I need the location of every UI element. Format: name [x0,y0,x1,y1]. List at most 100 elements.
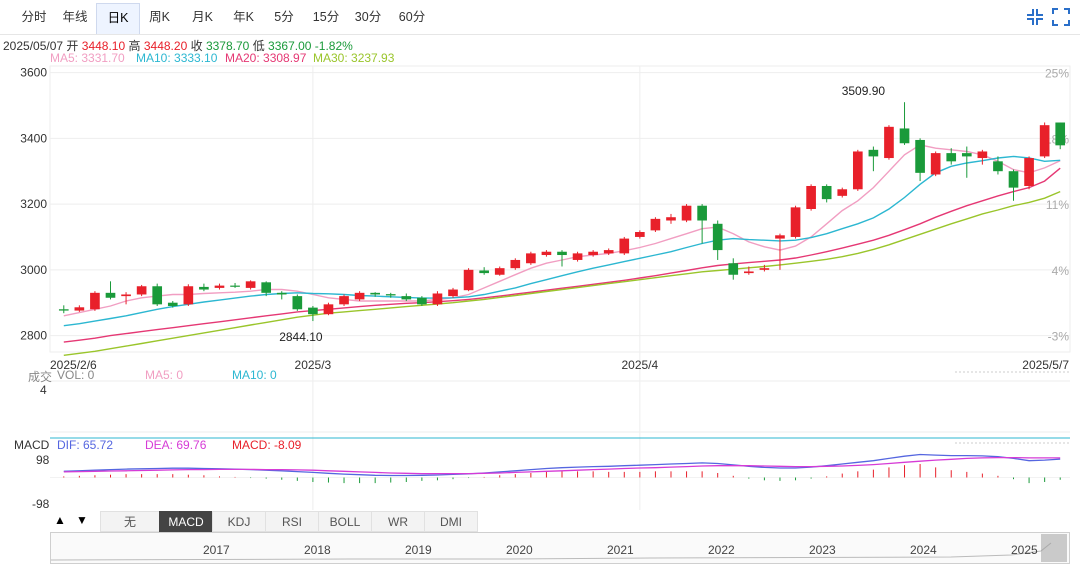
tab-1[interactable]: 年线 [62,10,88,24]
candle-body [541,251,552,256]
candle [697,204,707,244]
candle [837,187,848,198]
candle [899,102,910,145]
macd-legend-item: DEA: 69.76 [145,438,207,452]
candle [681,204,692,223]
indicator-tab-2[interactable]: KDJ [212,511,266,532]
candle-body [930,153,941,175]
candle [90,291,100,311]
ma-legend-item: MA5: 3331.70 [50,51,125,65]
pct-tick-label: 4% [1052,264,1070,278]
candle [136,284,147,297]
candle [463,268,474,292]
nav-year: 2020 [506,543,533,557]
arrow-up-button[interactable]: ▲ [54,513,66,527]
macd-legend-item: DIF: 65.72 [57,438,114,452]
candle-body [806,185,816,209]
tab-8[interactable]: 30分 [354,10,382,24]
candle [821,184,832,203]
vol-legend-item: MA10: 0 [232,368,277,382]
candle-body [199,286,209,290]
extreme-annotation: 2844.10 [279,330,323,344]
ohlc-change: -1.82% [314,39,353,53]
tab-6[interactable]: 5分 [274,10,294,24]
candle [292,294,303,311]
macd-tick-top: 98 [36,453,50,467]
tab-5[interactable]: 年K [233,10,254,24]
vol-legend-item: VOL: 0 [57,368,95,382]
candle [308,305,318,322]
candle [977,149,988,165]
candle-body [744,271,754,274]
candle-body [712,223,723,251]
candle-body [837,189,848,196]
candle-body [1055,122,1066,146]
candle [510,258,521,270]
y-tick-label: 3400 [20,131,47,145]
candle [946,148,957,165]
candle [370,292,380,297]
arrow-down-button[interactable]: ▼ [76,513,88,527]
indicator-tab-4[interactable]: BOLL [318,511,372,532]
candle [790,205,801,239]
shrink-icon[interactable] [1024,6,1046,28]
candle-body [136,286,147,295]
candle [541,250,552,257]
tab-0[interactable]: 分时 [21,10,47,24]
candle [245,280,256,290]
vol-title: 成交 [28,370,53,384]
candle [105,281,116,300]
candle-body [619,238,630,254]
extreme-annotation: 3509.90 [842,84,886,98]
ma-legend-item: MA20: 3308.97 [225,51,307,65]
time-navigator[interactable] [50,532,1070,564]
candle-body [152,286,163,305]
y-tick-label: 3600 [20,66,47,80]
candle-body [74,307,85,311]
indicator-tab-3[interactable]: RSI [265,511,319,532]
indicator-tab-6[interactable]: DMI [424,511,478,532]
navigator-window[interactable] [1041,534,1067,562]
tab-4[interactable]: 月K [192,10,213,24]
expand-icon[interactable] [1050,6,1072,28]
nav-year: 2025 [1011,543,1038,557]
tab-9[interactable]: 60分 [398,10,426,24]
candle-body [572,253,583,260]
ohlc-date: 2025/05/07 [3,39,64,53]
candle [961,146,972,178]
candle-body [339,296,349,305]
candle-body [884,126,894,159]
candle [526,251,536,265]
candle-body [448,289,458,297]
ohlc-high-label: 高 [128,39,141,53]
candle-body [588,251,598,256]
candle [712,220,723,260]
candle [417,296,427,306]
candle-body [728,263,739,275]
indicator-tab-1[interactable]: MACD [159,511,213,532]
candle-body [899,128,910,144]
nav-year: 2024 [910,543,937,557]
candle-body [432,293,443,305]
candle [619,236,630,256]
candle [557,250,567,267]
candle-body [852,151,863,190]
indicator-tab-0[interactable]: 无 [100,511,160,532]
candle [1055,122,1066,150]
ohlc-open-label: 开 [66,39,79,53]
nav-year: 2023 [809,543,836,557]
tab-3[interactable]: 周K [149,10,170,24]
ma-line-ma5 [63,144,1061,317]
pct-tick-label: 25% [1045,67,1069,81]
candle [448,287,458,298]
indicator-tab-5[interactable]: WR [371,511,425,532]
tab-2[interactable]: 日K [96,3,140,34]
candle-body [261,282,272,293]
candle-body [308,307,318,315]
period-tab-bar: 分时 年线 日K 周K 月K 年K 5分 15分 30分 60分 [0,0,1080,35]
candle [588,250,598,257]
pct-tick-label: -3% [1048,330,1070,344]
candle-body [417,297,427,305]
tab-7[interactable]: 15分 [312,10,340,24]
